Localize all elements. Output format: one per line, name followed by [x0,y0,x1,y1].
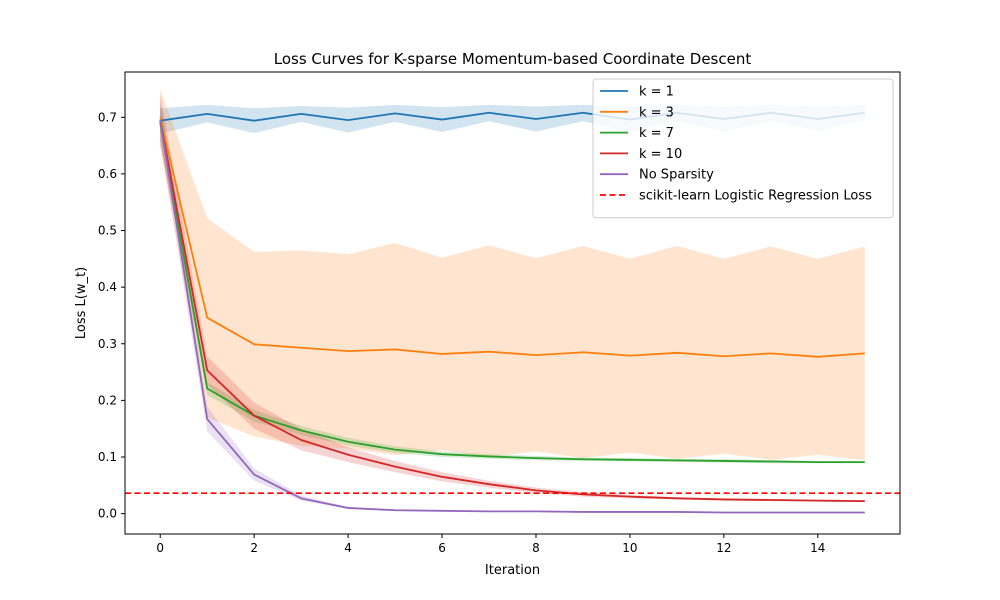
legend-label: k = 3 [639,105,674,120]
legend: k = 1 k = 3 k = 7 k = 10 No Sparsity scikit-l… [592,78,894,219]
x-tick-label: 6 [438,541,446,555]
plot-area-frame [124,71,901,535]
x-tick-label: 2 [250,541,258,555]
x-tick-label: 4 [344,541,352,555]
chart-title: Loss Curves for K-sparse Momentum-based … [274,50,752,68]
x-tick-label: 0 [156,541,164,555]
x-axis: 0 2 4 6 8 10 12 14 [156,534,825,555]
x-axis-label: Iteration [485,563,540,578]
legend-box [592,78,894,219]
legend-label: k = 7 [639,126,674,141]
line-k-10 [159,119,865,503]
x-tick-label: 14 [810,541,825,555]
y-tick-label: 0.4 [98,280,117,294]
y-tick-label: 0.6 [98,167,117,181]
y-tick-label: 0.0 [98,507,117,521]
legend-label: k = 1 [639,85,674,100]
x-tick-label: 12 [716,541,731,555]
y-axis: 0.0 0.1 0.2 0.3 0.4 0.5 0.6 0.7 [98,110,125,521]
y-axis-label: Loss L(w_t) [74,267,89,339]
line-k-3 [159,117,865,358]
legend-label: scikit-learn Logistic Regression Loss [639,189,872,204]
line-k-7 [159,122,865,464]
y-tick-label: 0.7 [98,110,117,124]
band-k-3 [160,88,865,461]
legend-label: k = 10 [639,147,682,162]
legend-label: No Sparsity [639,168,714,183]
x-tick-label: 10 [622,541,637,555]
y-tick-label: 0.3 [98,337,117,351]
y-tick-label: 0.1 [98,450,117,464]
y-tick-label: 0.5 [98,224,117,238]
x-tick-label: 8 [532,541,540,555]
line-no-sparsity [159,119,865,514]
y-tick-label: 0.2 [98,393,117,407]
